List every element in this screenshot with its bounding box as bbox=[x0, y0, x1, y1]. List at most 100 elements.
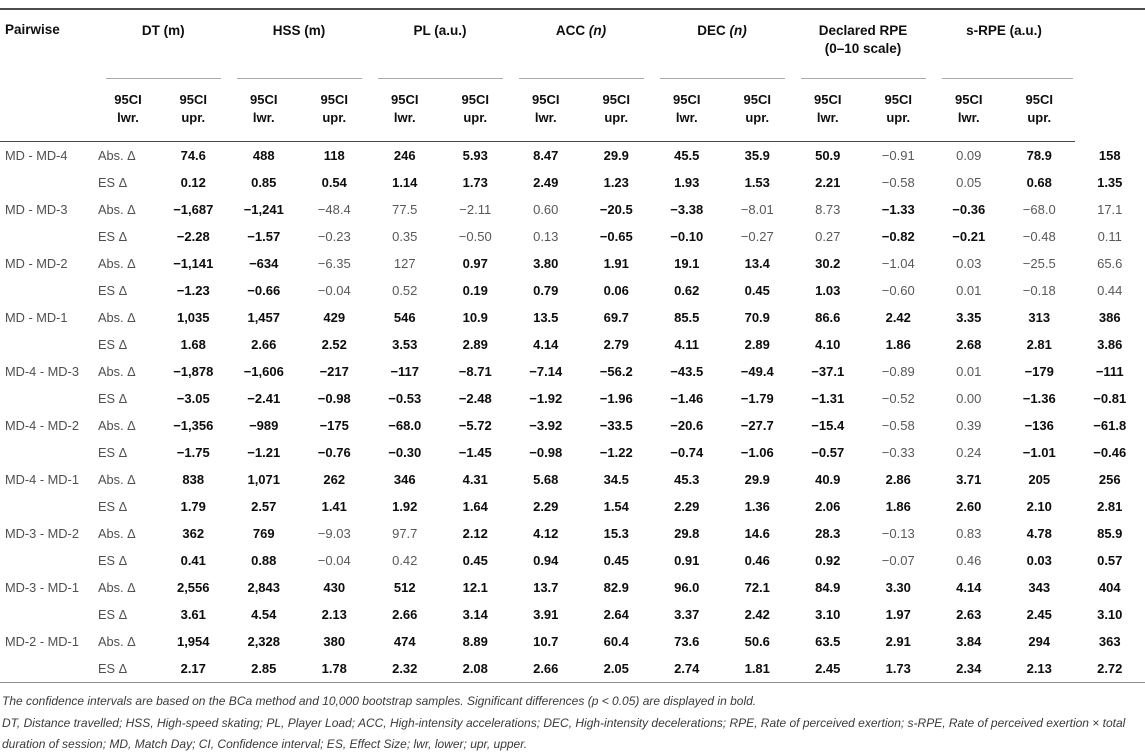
group-rule-dt bbox=[98, 73, 229, 83]
value-cell: 70.9 bbox=[722, 304, 793, 331]
value-cell: 1.68 bbox=[158, 331, 229, 358]
value-cell: 34.5 bbox=[581, 466, 652, 493]
value-cell: 488 bbox=[229, 142, 300, 170]
value-cell: 4.10 bbox=[793, 331, 864, 358]
value-cell: 63.5 bbox=[793, 628, 864, 655]
value-cell: 3.86 bbox=[1075, 331, 1145, 358]
value-cell: 1.86 bbox=[863, 331, 934, 358]
group-name: HSS bbox=[273, 23, 305, 38]
row-sublabel-abs: Abs. Δ bbox=[98, 142, 158, 170]
value-cell: −1.96 bbox=[581, 385, 652, 412]
row-sublabel-es: ES Δ bbox=[98, 223, 158, 250]
value-cell: −0.65 bbox=[581, 223, 652, 250]
value-cell: −0.18 bbox=[1004, 277, 1075, 304]
row-label-pair: MD-3 - MD-1 bbox=[0, 574, 98, 628]
value-cell: −1.75 bbox=[158, 439, 229, 466]
value-cell: 0.45 bbox=[440, 547, 511, 574]
value-cell: 3.53 bbox=[370, 331, 441, 358]
value-cell: 8.47 bbox=[511, 142, 582, 170]
value-cell: 82.9 bbox=[581, 574, 652, 601]
value-cell: 2.17 bbox=[158, 655, 229, 683]
value-cell: −1.22 bbox=[581, 439, 652, 466]
value-cell: −0.13 bbox=[863, 520, 934, 547]
row-label-pair: MD - MD-1 bbox=[0, 304, 98, 358]
value-cell: 2.29 bbox=[652, 493, 723, 520]
ci-label: 95CI bbox=[229, 91, 300, 109]
value-cell: −0.58 bbox=[863, 169, 934, 196]
group-rule-dec bbox=[652, 73, 793, 83]
group-name: DEC bbox=[697, 23, 729, 38]
value-cell: 0.88 bbox=[229, 547, 300, 574]
row-sublabel-es: ES Δ bbox=[98, 655, 158, 683]
value-cell: 13.4 bbox=[722, 250, 793, 277]
row-sublabel-abs: Abs. Δ bbox=[98, 412, 158, 439]
value-cell: 3.61 bbox=[158, 601, 229, 628]
value-cell: 69.7 bbox=[581, 304, 652, 331]
group-name: ACC bbox=[556, 23, 589, 38]
ci-label: 95CI bbox=[370, 91, 441, 109]
value-cell: 1.53 bbox=[722, 169, 793, 196]
row-sublabel-es: ES Δ bbox=[98, 385, 158, 412]
group-unit: (a.u.) bbox=[434, 23, 466, 38]
value-cell: 546 bbox=[370, 304, 441, 331]
header-row-rules bbox=[0, 73, 1145, 83]
value-cell: −3.38 bbox=[652, 196, 723, 223]
value-cell: 3.71 bbox=[934, 466, 1005, 493]
value-cell: 3.91 bbox=[511, 601, 582, 628]
row-sublabel-abs: Abs. Δ bbox=[98, 250, 158, 277]
value-cell: 50.6 bbox=[722, 628, 793, 655]
value-cell: 96.0 bbox=[652, 574, 723, 601]
table-footnotes: The confidence intervals are based on th… bbox=[0, 683, 1145, 756]
value-cell: −1.06 bbox=[722, 439, 793, 466]
column-group-dec: DEC (n) bbox=[652, 10, 793, 73]
value-cell: −0.76 bbox=[299, 439, 370, 466]
table-row-es: ES Δ−1.75−1.21−0.76−0.30−1.45−0.98−1.22−… bbox=[0, 439, 1145, 466]
value-cell: 10.7 bbox=[511, 628, 582, 655]
value-cell: −1.21 bbox=[229, 439, 300, 466]
value-cell: 13.5 bbox=[511, 304, 582, 331]
value-cell: 5.68 bbox=[511, 466, 582, 493]
value-cell: 2.29 bbox=[511, 493, 582, 520]
value-cell: 362 bbox=[158, 520, 229, 547]
value-cell: 1,954 bbox=[158, 628, 229, 655]
value-cell: −0.74 bbox=[652, 439, 723, 466]
value-cell: 2.42 bbox=[722, 601, 793, 628]
value-cell: 2.34 bbox=[934, 655, 1005, 683]
value-cell: 84.9 bbox=[793, 574, 864, 601]
value-cell: 85.5 bbox=[652, 304, 723, 331]
value-cell: 1.64 bbox=[440, 493, 511, 520]
value-cell: −15.4 bbox=[793, 412, 864, 439]
value-cell: 0.24 bbox=[934, 439, 1005, 466]
value-cell: 0.05 bbox=[934, 169, 1005, 196]
group-unit: (0–10 scale) bbox=[794, 40, 933, 58]
value-cell: 45.3 bbox=[652, 466, 723, 493]
ci-label: 95CI bbox=[511, 91, 582, 109]
value-cell: 246 bbox=[370, 142, 441, 170]
table-row-es: ES Δ−3.05−2.41−0.98−0.53−2.48−1.92−1.96−… bbox=[0, 385, 1145, 412]
value-cell: −0.57 bbox=[793, 439, 864, 466]
value-cell: 205 bbox=[1004, 466, 1075, 493]
value-cell: 0.27 bbox=[793, 223, 864, 250]
row-label-pair: MD - MD-2 bbox=[0, 250, 98, 304]
bound-label: upr. bbox=[863, 109, 934, 127]
value-cell: 0.03 bbox=[934, 250, 1005, 277]
value-cell: −25.5 bbox=[1004, 250, 1075, 277]
value-cell: 313 bbox=[1004, 304, 1075, 331]
value-cell: 2.66 bbox=[370, 601, 441, 628]
value-cell: 1.73 bbox=[440, 169, 511, 196]
value-cell: 386 bbox=[1075, 304, 1145, 331]
value-cell: 0.68 bbox=[1004, 169, 1075, 196]
value-cell: 0.60 bbox=[511, 196, 582, 223]
group-rule-declared-rpe bbox=[793, 73, 934, 83]
value-cell: 0.39 bbox=[934, 412, 1005, 439]
